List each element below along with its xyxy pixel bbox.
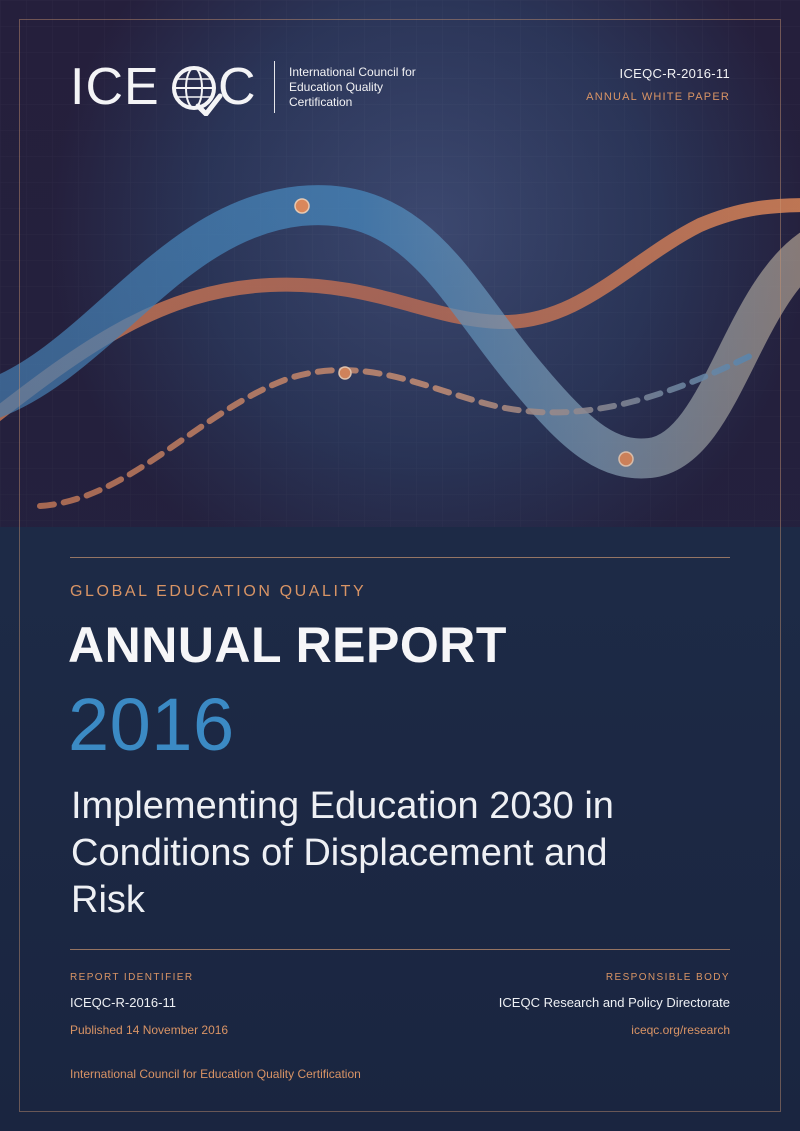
header-meta: ICEQC-R-2016-11 ANNUAL WHITE PAPER (586, 66, 730, 103)
report-identifier-value: ICEQC-R-2016-11 (70, 995, 176, 1010)
report-type: ANNUAL WHITE PAPER (586, 91, 730, 103)
publication-date: Published 14 November 2016 (70, 1023, 229, 1037)
responsible-body-label: RESPONSIBLE BODY (605, 972, 730, 983)
logo-divider (274, 61, 275, 113)
globe-check-icon (172, 66, 223, 116)
svg-text:C: C (218, 58, 256, 116)
cover-year: 2016 (68, 683, 235, 766)
wave-graphic (0, 0, 800, 527)
divider-top (70, 557, 730, 558)
cover-title: ANNUAL REPORT (68, 617, 507, 673)
svg-text:ICE: ICE (70, 58, 160, 116)
footer-organization: International Council for Education Qual… (70, 1067, 361, 1081)
responsible-body-value: ICEQC Research and Policy Directorate (498, 995, 730, 1010)
research-link[interactable]: iceqc.org/research (631, 1023, 730, 1037)
logo-org-name: International Council for Education Qual… (289, 64, 416, 109)
divider-bottom (70, 949, 730, 950)
report-identifier-label: REPORT IDENTIFIER (70, 972, 194, 983)
iceqc-logo: ICE C International Council for Educatio… (70, 58, 429, 116)
cover-kicker: GLOBAL EDUCATION QUALITY (70, 583, 367, 600)
report-code: ICEQC-R-2016-11 (619, 66, 730, 81)
cover-subtitle: Implementing Education 2030 in Condition… (71, 785, 614, 921)
hero-illustration (0, 0, 800, 527)
logo-wordmark: ICE C (70, 58, 256, 116)
